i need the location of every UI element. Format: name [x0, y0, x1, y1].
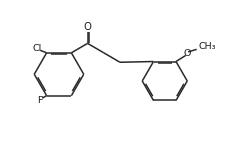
Text: O: O: [182, 49, 190, 58]
Text: CH₃: CH₃: [198, 42, 215, 51]
Text: O: O: [83, 22, 91, 32]
Text: Cl: Cl: [32, 45, 42, 54]
Text: F: F: [37, 96, 42, 105]
